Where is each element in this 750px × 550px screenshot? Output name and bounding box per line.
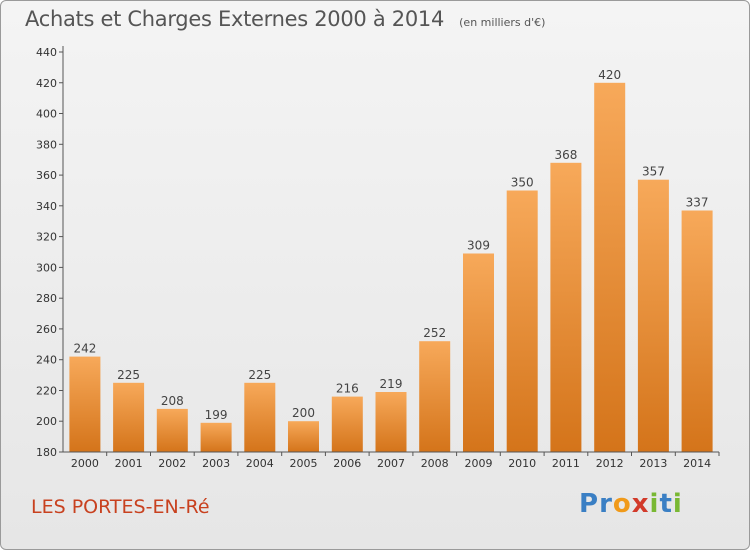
value-label-2004: 225 <box>248 368 271 382</box>
bar-2011 <box>550 162 582 453</box>
x-tick-2004: 2004 <box>246 457 274 470</box>
value-label-2003: 199 <box>205 408 228 422</box>
y-tick-240: 240 <box>36 354 57 367</box>
bar-2002 <box>156 408 188 452</box>
value-label-2009: 309 <box>467 239 490 253</box>
y-tick-380: 380 <box>36 138 57 151</box>
bar-2013 <box>637 179 669 452</box>
x-tick-2014: 2014 <box>683 457 711 470</box>
value-label-2000: 242 <box>73 342 96 356</box>
bar-2000 <box>69 356 101 452</box>
y-tick-200: 200 <box>36 415 57 428</box>
logo-letter: i <box>649 489 660 519</box>
logo-letter: r <box>599 489 613 519</box>
x-tick-2007: 2007 <box>377 457 405 470</box>
chart-unit: (en milliers d'€) <box>459 16 546 29</box>
bar-2009 <box>463 253 494 452</box>
logo-letter: o <box>612 489 632 519</box>
y-tick-220: 220 <box>36 385 57 398</box>
bar-2006 <box>331 396 363 452</box>
value-label-2008: 252 <box>423 326 446 340</box>
value-label-2010: 350 <box>511 176 534 190</box>
x-tick-2001: 2001 <box>115 457 143 470</box>
axes-group: 2000 2001 2002 2003 2004 2005 2006 2007 2008 2009… <box>36 46 720 470</box>
value-label-2006: 216 <box>336 382 359 396</box>
y-tick-360: 360 <box>36 169 57 182</box>
value-label-2002: 208 <box>161 394 184 408</box>
value-label-2005: 200 <box>292 406 315 420</box>
x-tick-2011: 2011 <box>552 457 580 470</box>
chart-title: Achats et Charges Externes 2000 à 2014 <box>25 7 445 31</box>
y-tick-400: 400 <box>36 108 57 121</box>
value-label-2001: 225 <box>117 368 140 382</box>
place-name: LES PORTES-EN-Ré <box>31 496 210 518</box>
bar-2007 <box>375 392 407 452</box>
y-tick-280: 280 <box>36 292 57 305</box>
x-tick-2005: 2005 <box>290 457 318 470</box>
x-tick-2009: 2009 <box>465 457 493 470</box>
bar-2012 <box>594 82 626 453</box>
bar-2001 <box>113 382 145 452</box>
x-tick-2003: 2003 <box>202 457 230 470</box>
y-tick-260: 260 <box>36 323 57 336</box>
bar-2003 <box>200 422 232 452</box>
y-tick-320: 320 <box>36 231 57 244</box>
logo-letter: i <box>672 489 683 519</box>
x-tick-2000: 2000 <box>71 457 99 470</box>
x-tick-2013: 2013 <box>639 457 667 470</box>
y-tick-340: 340 <box>36 200 57 213</box>
value-label-2012: 420 <box>598 68 621 82</box>
y-tick-420: 420 <box>36 77 57 90</box>
logo-letter: P <box>579 489 600 519</box>
x-tick-2012: 2012 <box>596 457 624 470</box>
value-label-2014: 337 <box>686 196 709 210</box>
bar-2008 <box>419 341 451 452</box>
bar-2004 <box>244 382 276 452</box>
logo-letter: x <box>631 489 650 519</box>
chart-title-block: Achats et Charges Externes 2000 à 2014 (… <box>25 7 545 31</box>
bar-2014 <box>681 210 713 452</box>
bar-2010 <box>506 190 538 452</box>
proxiti-logo: Proxiti <box>579 489 683 519</box>
y-tick-180: 180 <box>36 446 57 459</box>
bar-2005 <box>288 421 319 452</box>
x-tick-2008: 2008 <box>421 457 449 470</box>
value-label-2007: 219 <box>380 377 403 391</box>
value-label-2011: 368 <box>554 148 577 162</box>
value-label-2013: 357 <box>642 165 665 179</box>
bars-group: 242 225 208 199 225 200 216 219 252 309 350 368 420 3… <box>69 68 713 453</box>
y-tick-300: 300 <box>36 261 57 274</box>
y-tick-440: 440 <box>36 46 57 59</box>
x-tick-2006: 2006 <box>333 457 361 470</box>
x-tick-2010: 2010 <box>508 457 536 470</box>
logo-letter: t <box>659 489 673 519</box>
x-tick-2002: 2002 <box>158 457 186 470</box>
